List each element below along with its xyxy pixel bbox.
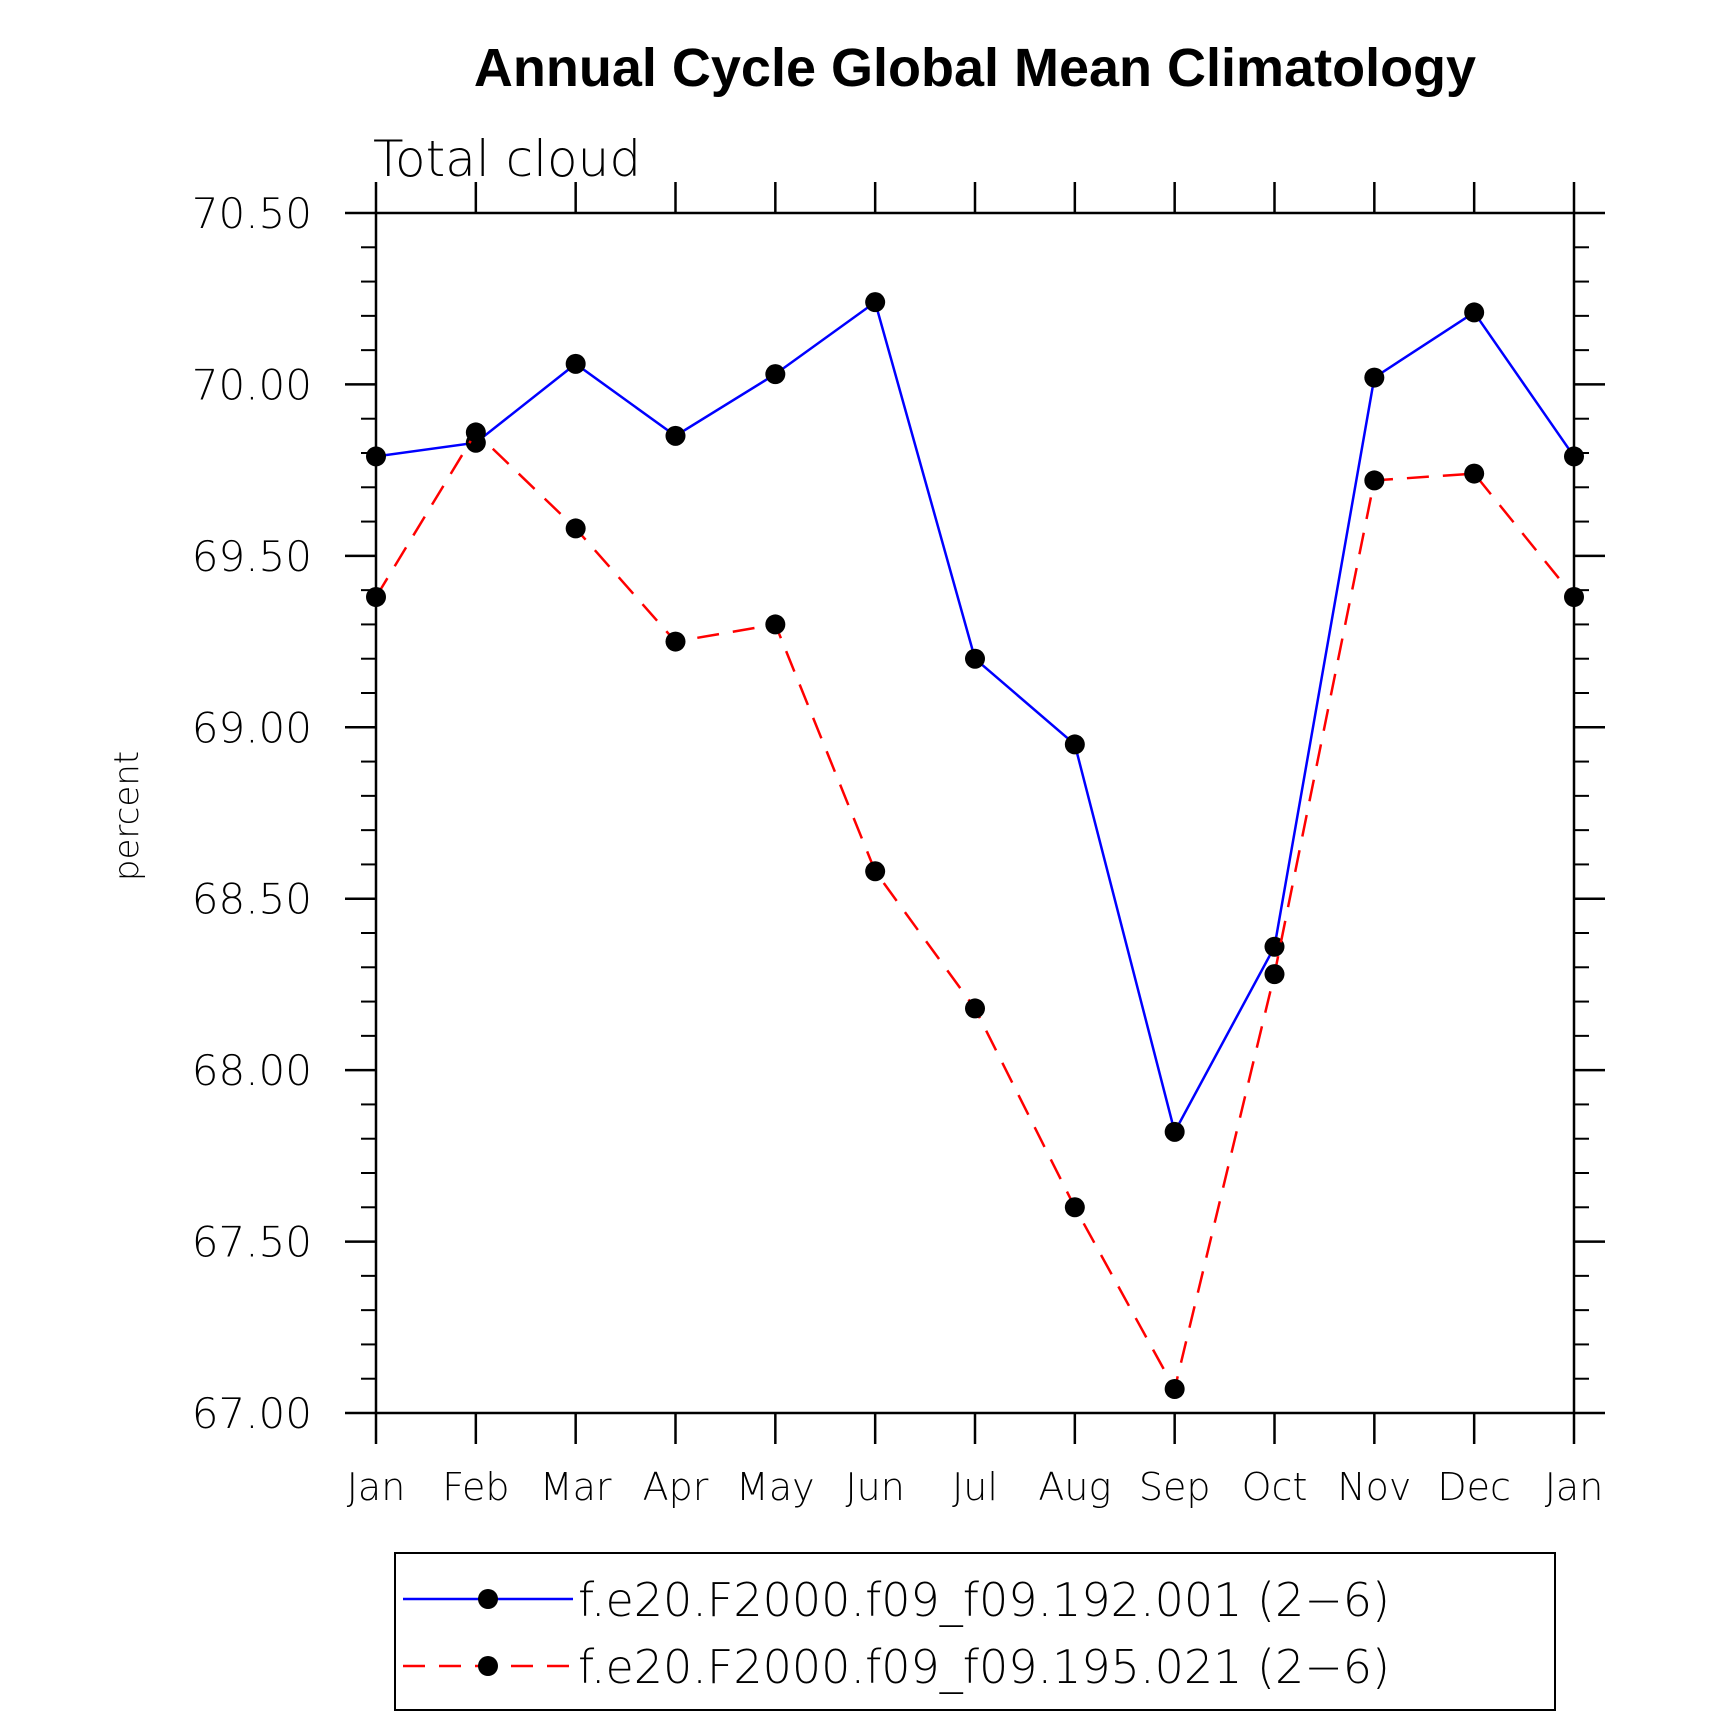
data-point	[565, 353, 586, 374]
x-tick-label: Dec	[1437, 1465, 1511, 1509]
data-point	[865, 861, 886, 882]
y-tick-label: 68.00	[192, 1046, 312, 1095]
series-layer	[366, 292, 1584, 1399]
data-point	[965, 998, 985, 1019]
data-point	[1464, 463, 1485, 484]
x-tick-label: Apr	[643, 1465, 709, 1509]
data-point	[1064, 1197, 1085, 1218]
series-line	[374, 430, 1575, 1393]
x-tick-label: Mar	[540, 1465, 612, 1509]
data-point	[1464, 302, 1485, 323]
x-tick-label: Jul	[952, 1465, 998, 1509]
x-tick-label: Jun	[845, 1465, 904, 1509]
data-point	[1564, 587, 1584, 607]
data-point	[865, 292, 886, 313]
y-tick-label: 68.50	[192, 875, 312, 924]
chart-subtitle: Total cloud	[373, 130, 641, 188]
data-point	[1264, 936, 1285, 957]
data-point	[1064, 734, 1085, 755]
data-point	[765, 364, 786, 385]
series-2	[366, 422, 1584, 1399]
x-tick-label: Oct	[1242, 1465, 1308, 1509]
data-point	[366, 446, 386, 467]
x-tick-label: Aug	[1038, 1465, 1111, 1509]
y-tick-label: 69.50	[192, 532, 312, 581]
y-tick-label: 70.00	[192, 360, 312, 409]
data-point	[565, 518, 586, 539]
chart-title: Annual Cycle Global Mean Climatology	[474, 38, 1476, 98]
legend-label-2: f.e20.F2000.f09_f09.195.021 (2−6)	[578, 1640, 1390, 1694]
data-point	[665, 425, 686, 446]
legend: f.e20.F2000.f09_f09.192.001 (2−6) f.e20.F…	[394, 1552, 1556, 1711]
data-point	[965, 648, 985, 669]
legend-marker-1	[478, 1589, 498, 1609]
data-point	[1364, 470, 1385, 491]
data-point	[1264, 964, 1285, 985]
plot-frame	[374, 211, 1576, 1415]
data-point	[665, 631, 686, 652]
legend-label-1: f.e20.F2000.f09_f09.192.001 (2−6)	[578, 1573, 1390, 1627]
x-tick-label: Feb	[442, 1465, 509, 1509]
legend-box	[394, 1552, 1556, 1711]
x-tick-label: Nov	[1337, 1465, 1411, 1509]
y-tick-label: 69.00	[192, 703, 312, 752]
data-point	[765, 614, 786, 635]
y-tick-label: 67.00	[192, 1389, 312, 1438]
y-tick-label: 70.50	[192, 189, 312, 238]
legend-marker-2	[478, 1656, 498, 1676]
x-tick-label: May	[736, 1465, 815, 1509]
y-tick-label: 67.50	[192, 1218, 312, 1267]
x-tick-label: Jan	[347, 1465, 406, 1509]
data-point	[1364, 367, 1385, 388]
x-tick-label: Sep	[1139, 1465, 1211, 1509]
data-point	[1164, 1379, 1185, 1399]
axes: 67.00 67.50 68.00 68.50 69.00 69.50 70.00 70.50…	[192, 182, 1605, 1509]
series-1	[366, 292, 1584, 1142]
data-point	[1564, 446, 1584, 467]
data-point	[1164, 1121, 1185, 1142]
x-tick-label: Jan	[1545, 1465, 1604, 1509]
y-axis-label: percent	[107, 751, 147, 881]
data-point	[366, 587, 386, 607]
data-point	[465, 422, 486, 443]
